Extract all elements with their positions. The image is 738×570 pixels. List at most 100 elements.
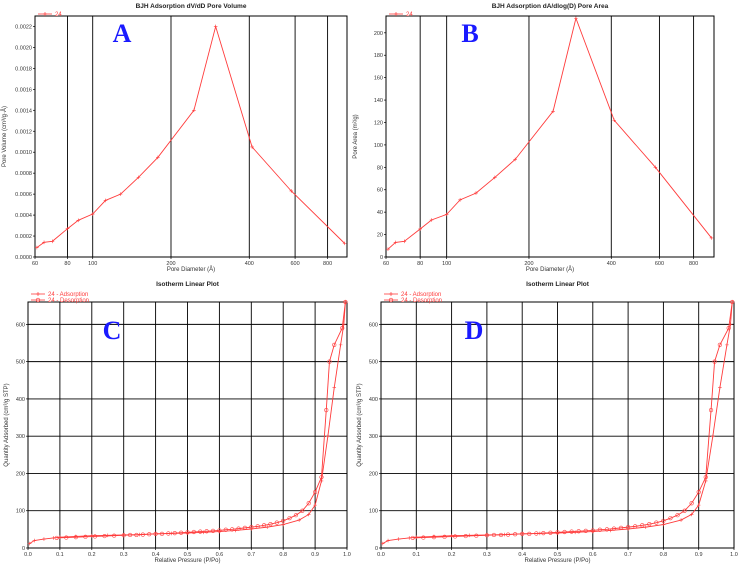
data-point (551, 109, 555, 114)
data-point (527, 531, 532, 536)
data-point (386, 538, 390, 543)
legend-marker (394, 12, 398, 16)
data-point (50, 239, 55, 244)
data-point (198, 529, 203, 534)
data-point (534, 531, 539, 536)
legend-entry: 24 - Adsorption (48, 292, 88, 298)
y-tick-label: 0.0018 (15, 66, 32, 72)
data-point (682, 508, 687, 513)
data-point (712, 359, 717, 364)
data-point (54, 535, 59, 541)
data-point (65, 226, 70, 231)
plot-frame (385, 15, 715, 258)
data-point (597, 527, 602, 532)
x-tick-label: 0.7 (624, 552, 632, 558)
data-point (268, 522, 273, 527)
data-point (306, 512, 311, 517)
legend-entry: 24 (406, 12, 413, 18)
y-tick-label: 120 (374, 120, 383, 126)
x-tick-label: 0.1 (56, 552, 64, 558)
data-point (640, 523, 645, 528)
data-point (718, 385, 722, 390)
y-tick-label: 0 (380, 255, 383, 261)
data-point (611, 526, 617, 531)
data-point (569, 529, 574, 534)
x-tick-label: 0.5 (554, 552, 562, 558)
data-point (548, 530, 553, 535)
data-point (112, 533, 117, 538)
x-tick-label: 0.6 (589, 552, 597, 558)
data-point (463, 533, 468, 539)
data-point (583, 528, 588, 533)
y-tick-label: 0.0000 (15, 255, 32, 261)
y-tick-label: 300 (16, 434, 25, 440)
y-axis-label: Pore Area (m²/g) (353, 114, 359, 158)
legend-entry: 24 - Adsorption (401, 292, 441, 298)
x-tick-label: 0.0 (377, 552, 385, 558)
x-tick-label: 0.5 (184, 552, 192, 558)
data-point (708, 407, 714, 413)
data-point (42, 537, 46, 541)
x-tick-label: 0.9 (311, 552, 319, 558)
x-tick-label: 80 (64, 261, 70, 267)
data-point (493, 175, 497, 180)
data-point (140, 532, 145, 537)
data-point (289, 189, 294, 193)
x-tick-label: 0.2 (448, 552, 456, 558)
chart-panel-d: Isotherm Linear Plot 0 100 200 300 400 500 600 0… (357, 281, 738, 564)
chart-title: Isotherm Linear Plot (156, 281, 220, 288)
chart-title: Isotherm Linear Plot (526, 281, 590, 288)
legend-marker (43, 12, 47, 16)
data-point (513, 157, 517, 162)
data-point (442, 534, 447, 539)
x-tick-label: 400 (245, 261, 254, 267)
data-point (555, 530, 560, 535)
data-point (703, 479, 708, 483)
x-tick-label: 0.4 (152, 552, 160, 558)
data-point (653, 165, 658, 170)
data-point (396, 537, 401, 541)
y-tick-label: 400 (369, 397, 378, 403)
data-point (590, 528, 595, 533)
data-point (647, 522, 652, 527)
data-point (505, 532, 511, 537)
x-tick-label: 0.4 (518, 552, 526, 558)
data-point (332, 385, 337, 390)
data-point (32, 538, 37, 543)
data-point (35, 245, 39, 250)
legend-marker (36, 292, 40, 296)
legend-entry: 24 - Desorption (401, 298, 442, 304)
data-point (297, 518, 301, 522)
data-point (204, 529, 209, 534)
data-point (414, 535, 419, 539)
data-point (147, 532, 152, 537)
x-tick-label: 0.7 (247, 552, 255, 558)
data-point (223, 527, 228, 532)
y-tick-label: 600 (16, 322, 25, 328)
y-tick-label: 40 (377, 210, 383, 216)
data-point (118, 192, 123, 196)
data-point (313, 489, 318, 495)
data-point (265, 525, 270, 529)
data-point (153, 531, 158, 536)
y-tick-label: 0.0008 (15, 171, 32, 177)
x-tick-label: 0.3 (483, 552, 491, 558)
panel-letter: A (113, 19, 132, 48)
x-tick-label: 600 (655, 261, 664, 267)
data-point (172, 530, 177, 536)
data-point (159, 531, 165, 536)
data-point (293, 513, 299, 518)
x-tick-label: 80 (417, 261, 423, 267)
data-point (380, 541, 385, 546)
data-point (340, 325, 345, 331)
x-tick-label: 600 (290, 261, 299, 267)
data-point (717, 342, 722, 347)
series-line (56, 301, 346, 539)
data-point (105, 533, 110, 538)
data-point (689, 501, 694, 506)
chart-title: BJH Adsorption dV/dD Pore Volume (136, 3, 247, 10)
data-point (156, 155, 160, 160)
data-point (696, 503, 701, 507)
data-point (429, 218, 434, 222)
